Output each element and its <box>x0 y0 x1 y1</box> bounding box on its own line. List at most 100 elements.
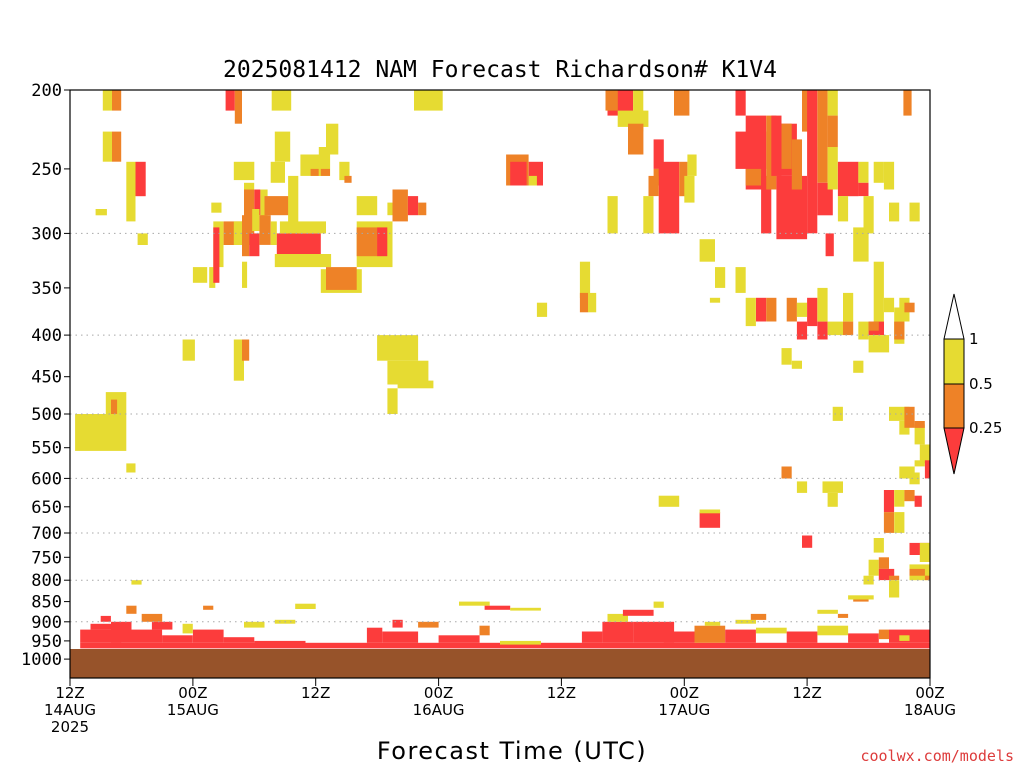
cell-high <box>796 481 808 493</box>
cell-mid <box>843 321 854 336</box>
cell-low <box>858 182 869 197</box>
cell-low <box>111 621 132 643</box>
cell-high <box>899 635 910 641</box>
x-tick-label: 12Z <box>55 684 84 702</box>
y-tick-label: 600 <box>31 469 62 489</box>
cell-high <box>817 287 828 322</box>
plot-frame <box>69 89 931 679</box>
legend-bin <box>943 383 965 429</box>
cell-mid <box>628 123 644 155</box>
legend-label: 0.5 <box>969 375 993 393</box>
cell-high <box>242 261 248 288</box>
y-tick-label: 450 <box>31 368 62 388</box>
cell-high <box>233 221 242 245</box>
cell-mid <box>889 575 900 581</box>
cell-high <box>279 221 326 234</box>
cell-high <box>791 360 802 369</box>
cell-low <box>80 629 122 643</box>
cell-high <box>687 154 697 176</box>
cell-mid <box>264 196 290 216</box>
y-tick-label: 500 <box>31 405 62 425</box>
cell-high <box>95 209 107 216</box>
cell-mid <box>479 625 490 636</box>
y-tick-label: 400 <box>31 326 62 346</box>
legend-top-triangle <box>943 293 965 340</box>
cell-mid <box>817 90 828 183</box>
cell-high <box>288 175 299 240</box>
cell-high <box>459 601 490 606</box>
cell-low <box>924 460 930 479</box>
cell-mid <box>904 406 915 428</box>
cell-mid <box>234 90 242 124</box>
cell-high <box>745 297 756 327</box>
x-tick-label: 18AUG <box>904 701 956 719</box>
cell-low <box>735 90 746 116</box>
cell-low <box>602 621 634 643</box>
cell-high <box>781 348 792 365</box>
cell-high <box>126 161 136 222</box>
cell-high <box>318 147 331 176</box>
cell-low <box>135 161 146 197</box>
cell-mid <box>259 215 271 245</box>
legend: 1 0.5 0.25 <box>943 293 1002 475</box>
cell-low <box>254 189 261 216</box>
cell-high <box>832 406 843 421</box>
cell-mid <box>203 605 214 610</box>
cell-low <box>151 621 173 630</box>
y-axis: 200 250 300 350 400 450 500 550 600 650 700 750 8008… <box>21 81 70 670</box>
y-tick-label: 300 <box>31 224 62 244</box>
cell-mid <box>894 321 905 340</box>
cell-low <box>581 631 603 643</box>
cell-mid <box>883 512 895 533</box>
cell-high <box>270 161 285 183</box>
cell-mid <box>878 557 889 569</box>
cell-high <box>817 625 849 636</box>
cell-high <box>894 490 905 507</box>
cell-high <box>356 196 378 216</box>
cell-high <box>510 607 541 611</box>
cell-high <box>817 609 838 614</box>
cell-low <box>382 631 419 643</box>
cell-mid <box>904 302 915 313</box>
cell-high <box>853 360 864 373</box>
cell-high <box>868 335 890 353</box>
cell-mid <box>791 139 802 190</box>
cell-high <box>536 302 548 317</box>
cell-low <box>825 233 834 257</box>
grid-lines <box>70 232 930 660</box>
cell-mid <box>853 599 869 602</box>
cell-mid <box>878 629 889 640</box>
data-cells <box>75 90 931 649</box>
cell-low <box>131 629 163 643</box>
cell-high <box>102 131 112 162</box>
legend-bottom-triangle <box>943 427 965 475</box>
cell-mid <box>320 168 330 176</box>
cell-low <box>848 633 879 643</box>
cell-high <box>387 360 429 385</box>
cell-high <box>837 196 849 222</box>
cell-high <box>919 444 930 464</box>
cell-mid <box>310 168 319 176</box>
cell-low <box>807 90 818 147</box>
cell-mid <box>112 90 122 111</box>
cell-high <box>75 414 127 451</box>
cell-low <box>807 147 818 234</box>
cell-high <box>827 147 838 190</box>
cell-low <box>817 321 828 340</box>
cell-mid <box>750 613 767 620</box>
cell-mid <box>356 227 378 257</box>
cell-mid <box>579 292 589 313</box>
x-tick-label: 00Z <box>915 684 944 702</box>
cell-low <box>225 90 235 111</box>
cell-high <box>827 321 843 336</box>
cell-high <box>192 267 208 283</box>
cell-low <box>622 609 654 616</box>
cell-low <box>80 642 930 649</box>
x-tick-label: 15AUG <box>167 701 219 719</box>
cell-low <box>100 615 111 622</box>
cell-low <box>802 535 813 548</box>
cell-low <box>837 161 859 197</box>
cell-high <box>858 321 869 340</box>
cell-mid <box>781 466 792 479</box>
